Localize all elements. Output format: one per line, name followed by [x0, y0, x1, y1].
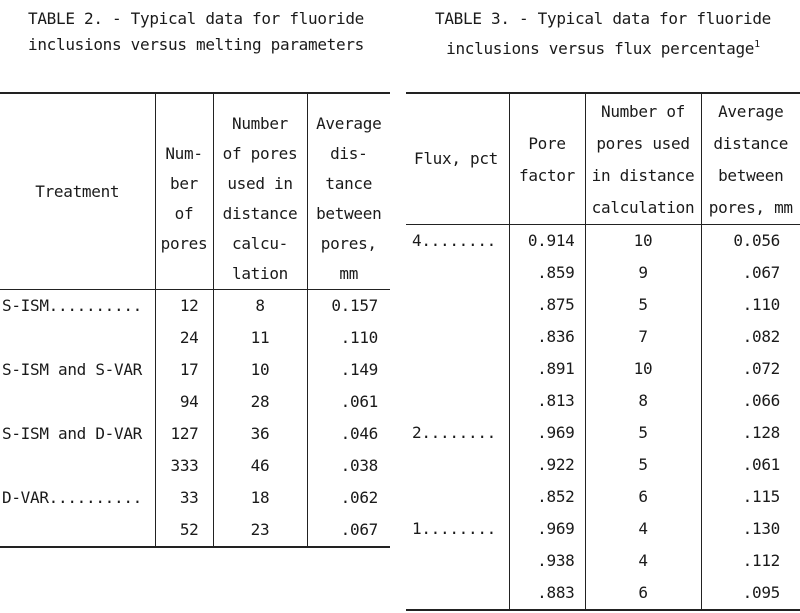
- table-row: .859 9.067: [406, 257, 800, 289]
- table-row: .883 6.095: [406, 577, 800, 610]
- table-row: .852 6.115: [406, 481, 800, 513]
- table3-header-pore-factor: Pore factor: [508, 93, 585, 225]
- table2-caption-line2: inclusions versus melting parameters: [28, 35, 364, 54]
- table2-caption-line1: TABLE 2. - Typical data for fluoride: [28, 9, 364, 28]
- table-row: 333 46.038: [0, 450, 390, 482]
- table3-header-average-distance: Average distance between pores, mm: [700, 93, 800, 225]
- table-row: .922 5.061: [406, 449, 800, 481]
- table3-caption-line2: inclusions versus flux percentage1: [406, 32, 800, 62]
- table3-caption-line1: TABLE 3. - Typical data for fluoride: [435, 9, 771, 28]
- table3-caption-footnote: 1: [754, 39, 760, 50]
- table3-header-row: Flux, pct Pore factor Number of pores us…: [406, 93, 800, 225]
- table-row: .836 7.082: [406, 321, 800, 353]
- table2-header-row: Treatment Num- ber of pores Number of po…: [0, 93, 390, 290]
- table-row: D-VAR.......... 33 18.062: [0, 482, 390, 514]
- table-row: 4........ 0.914 10 0.056: [406, 224, 800, 257]
- table-row: .813 8.066: [406, 385, 800, 417]
- table3-header-pores-used: Number of pores used in distance calcula…: [584, 93, 701, 225]
- table2-caption: TABLE 2. - Typical data for fluoride inc…: [0, 6, 392, 58]
- table2: Treatment Num- ber of pores Number of po…: [0, 92, 390, 548]
- table-row: S-ISM and S-VAR 17 10.149: [0, 354, 390, 386]
- table-row: 52 23.067: [0, 514, 390, 547]
- table-row: S-ISM and D-VAR 127 36.046: [0, 418, 390, 450]
- table2-header-average-distance: Average dis- tance between pores, mm: [306, 93, 390, 290]
- table-row: 1........ .969 4.130: [406, 513, 800, 545]
- table-row: 24 11.110: [0, 322, 390, 354]
- table3: Flux, pct Pore factor Number of pores us…: [406, 92, 800, 611]
- table2-header-pores-used: Number of pores used in distance calcu- …: [212, 93, 307, 290]
- table3-caption-line2-text: inclusions versus flux percentage: [446, 39, 755, 58]
- table-row: .891 10.072: [406, 353, 800, 385]
- table3-caption: TABLE 3. - Typical data for fluoride inc…: [406, 6, 800, 62]
- table-row: 94 28.061: [0, 386, 390, 418]
- table-row: 2........ .969 5.128: [406, 417, 800, 449]
- table-row: .938 4.112: [406, 545, 800, 577]
- table-row: .875 5.110: [406, 289, 800, 321]
- table2-header-treatment: Treatment: [0, 93, 155, 290]
- table-row: S-ISM.......... 12 8 0.157: [0, 289, 390, 322]
- table3-header-flux: Flux, pct: [406, 93, 509, 225]
- table2-header-pores: Num- ber of pores: [154, 93, 213, 290]
